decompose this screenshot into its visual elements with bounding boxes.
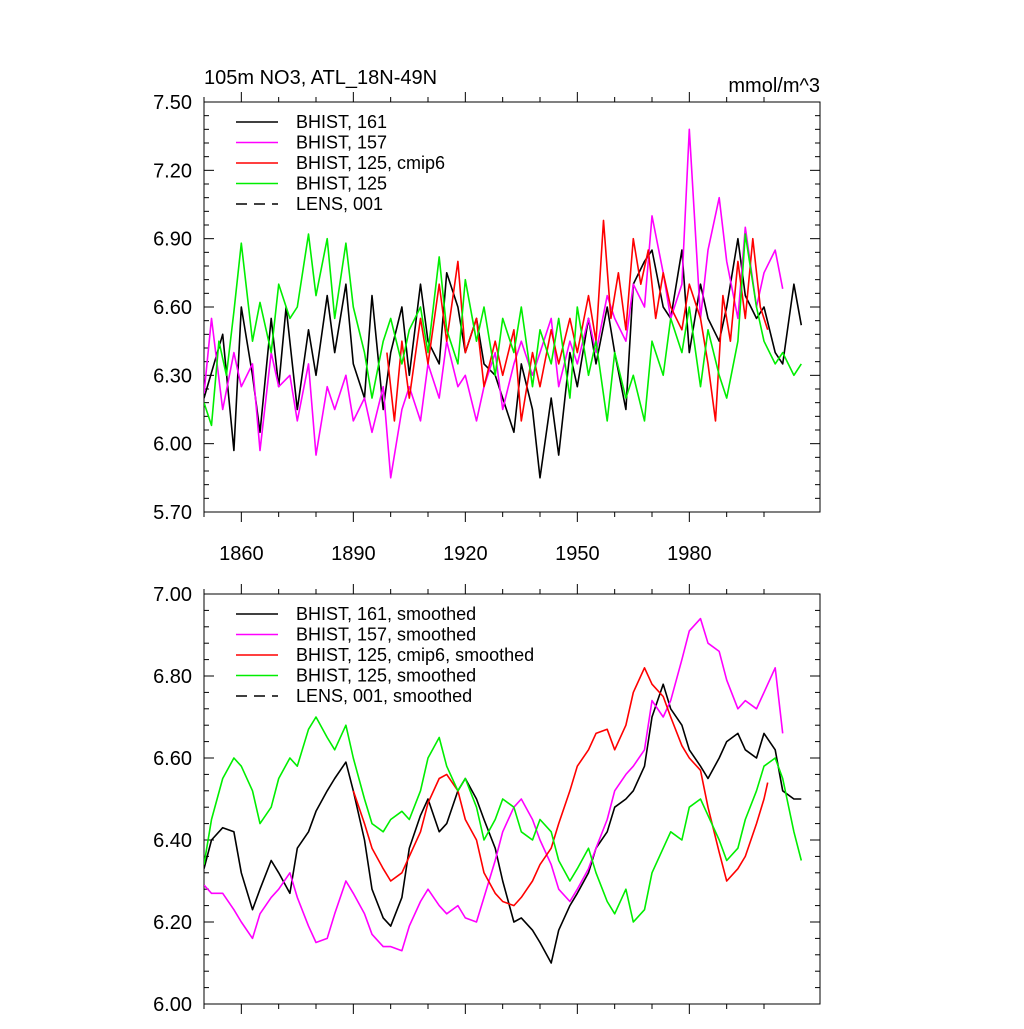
legend-label: BHIST, 161 — [296, 112, 387, 132]
y-tick-label: 6.30 — [153, 365, 192, 387]
series-group — [204, 128, 803, 479]
legend-label: BHIST, 125, cmip6 — [296, 153, 445, 173]
units-label: mmol/m^3 — [728, 75, 820, 97]
series-line — [204, 683, 802, 964]
series-line — [352, 666, 769, 907]
x-tick-label: 1890 — [331, 543, 376, 565]
y-tick-label: 6.00 — [153, 434, 192, 456]
legend-label: BHIST, 157, smoothed — [296, 625, 476, 645]
y-tick-label: 6.60 — [153, 748, 192, 770]
x-tick-label: 1950 — [555, 543, 600, 565]
y-tick-label: 7.20 — [153, 160, 192, 182]
legend-label: LENS, 001, smoothed — [296, 686, 472, 706]
y-tick-label: 6.90 — [153, 229, 192, 251]
series-line — [204, 716, 803, 923]
legend-label: BHIST, 125, cmip6, smoothed — [296, 645, 534, 665]
y-tick-label: 6.00 — [153, 994, 192, 1016]
series-line — [204, 233, 802, 427]
y-tick-label: 6.60 — [153, 297, 192, 319]
series-line — [386, 219, 769, 422]
series-line — [204, 128, 784, 479]
legend-label: BHIST, 157 — [296, 133, 387, 153]
chart-title: 105m NO3, ATL_18N-49N — [204, 67, 437, 89]
y-tick-label: 6.40 — [153, 830, 192, 852]
legend-label: BHIST, 125 — [296, 174, 387, 194]
legend-label: BHIST, 125, smoothed — [296, 666, 476, 686]
y-tick-label: 6.80 — [153, 666, 192, 688]
x-tick-label: 1980 — [667, 543, 712, 565]
plot-frame — [203, 593, 821, 1005]
x-tick-label: 1860 — [219, 543, 264, 565]
top-panel: 5.70 6.00 6.30 6.60 6.90 7.20 7.50 1860 1890 1920… — [153, 67, 821, 565]
series-line — [204, 237, 803, 479]
y-tick-label: 7.00 — [153, 584, 192, 606]
x-tick-label: 1920 — [443, 543, 488, 565]
y-tick-label: 7.50 — [153, 92, 192, 114]
legend-label: LENS, 001 — [296, 194, 383, 214]
legend-label: BHIST, 161, smoothed — [296, 604, 476, 624]
series-group — [204, 617, 803, 964]
series-line — [204, 617, 784, 952]
y-tick-label: 5.70 — [153, 502, 192, 524]
bottom-panel: 6.00 6.20 6.40 6.60 6.80 7.00 BHIST, 161, smoo… — [153, 584, 821, 1016]
y-tick-label: 6.20 — [153, 912, 192, 934]
